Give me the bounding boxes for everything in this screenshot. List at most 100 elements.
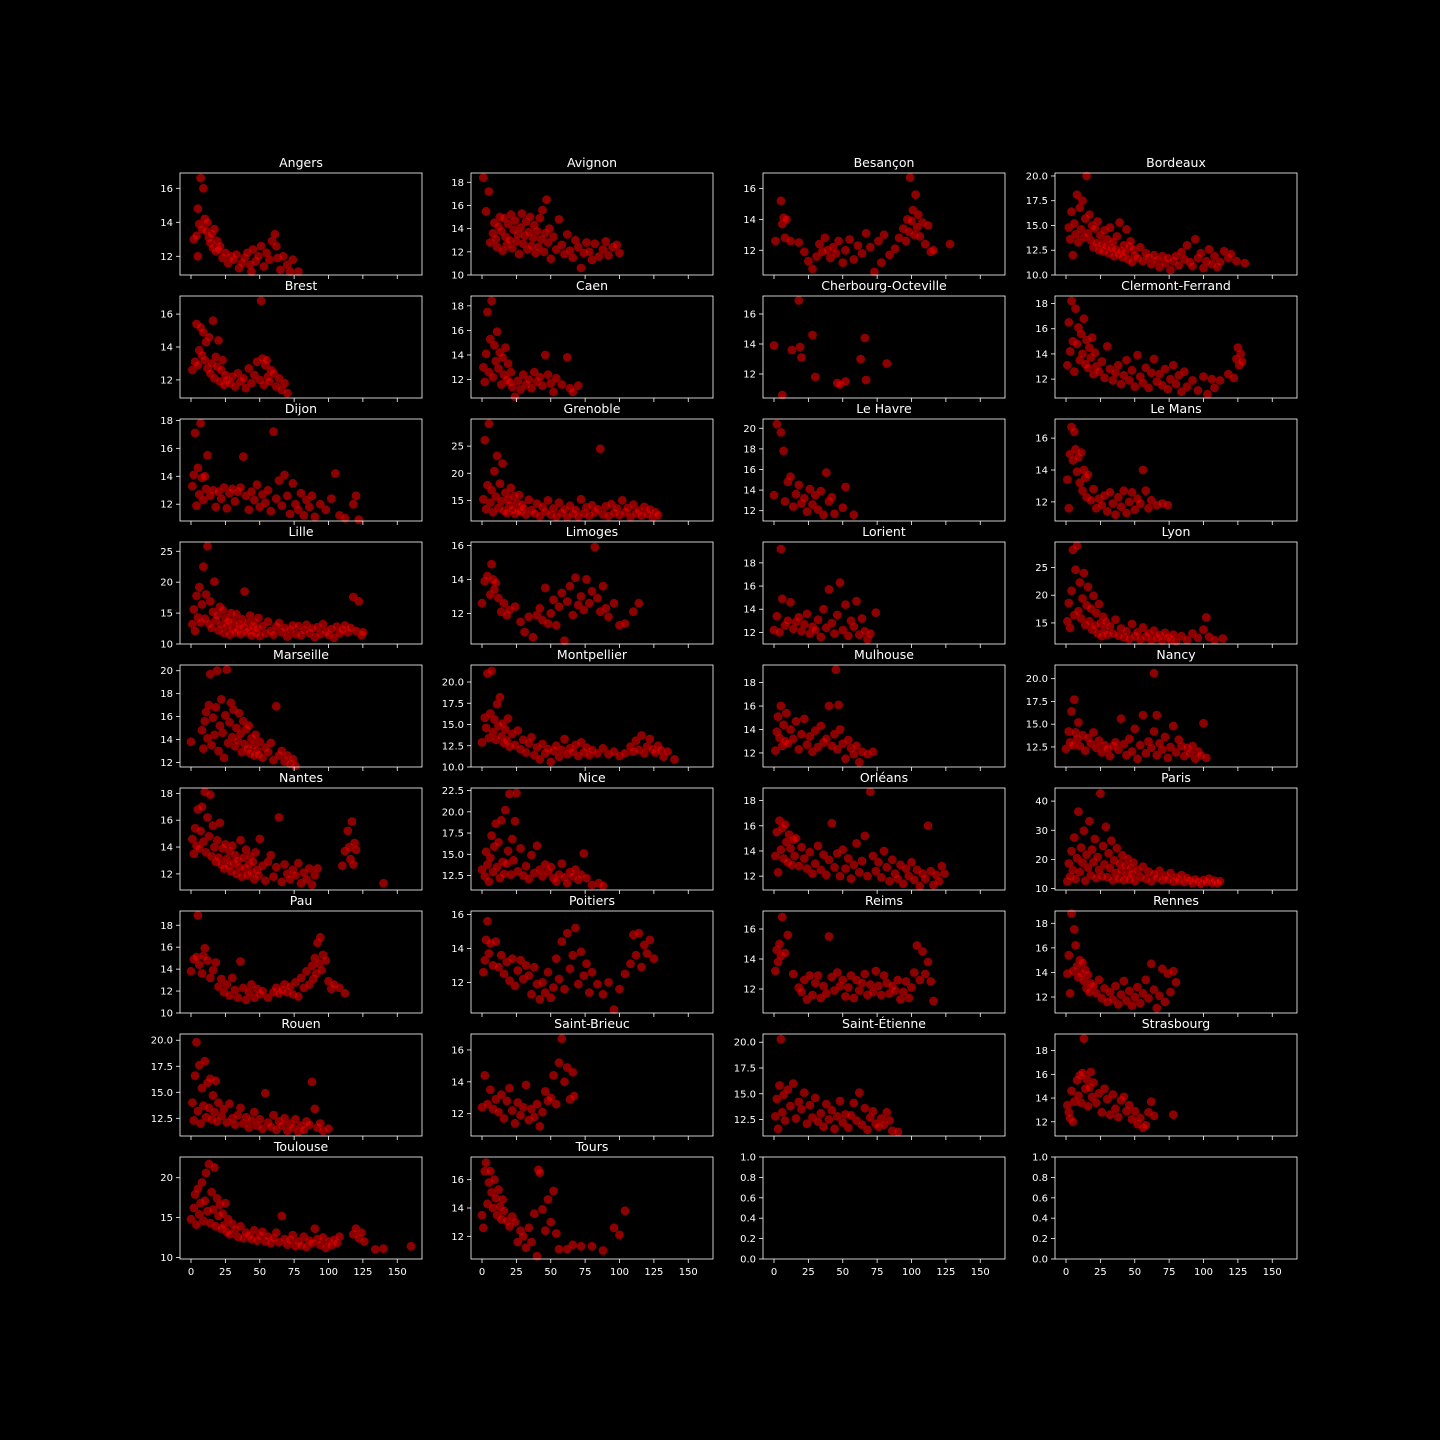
subplot-title: Nantes <box>279 770 323 785</box>
x-axis <box>1065 644 1273 648</box>
data-point <box>1152 1003 1162 1013</box>
data-point <box>527 1104 536 1114</box>
data-point <box>776 701 786 711</box>
data-point <box>584 598 594 608</box>
data-point <box>487 485 497 495</box>
data-point <box>1096 789 1105 798</box>
data-point <box>215 818 225 828</box>
data-point <box>225 717 234 727</box>
data-point <box>1083 863 1093 872</box>
data-point <box>816 721 826 731</box>
scatter-series <box>478 296 583 402</box>
data-point <box>348 499 358 509</box>
data-point <box>498 1195 508 1204</box>
x-axis <box>1065 1013 1273 1017</box>
x-tick-label: 0 <box>188 1267 194 1278</box>
data-point <box>1091 988 1101 998</box>
data-point <box>271 241 281 251</box>
data-point <box>788 969 798 979</box>
data-point <box>1193 633 1203 643</box>
data-point <box>813 971 823 980</box>
y-tick-label: 16 <box>451 201 464 212</box>
data-point <box>538 205 547 215</box>
data-point <box>1071 229 1080 239</box>
data-point <box>1168 360 1178 370</box>
data-point <box>538 739 547 749</box>
data-point <box>882 1107 892 1117</box>
data-point <box>1130 382 1140 392</box>
data-point <box>197 1083 207 1093</box>
data-point <box>810 625 820 635</box>
data-point <box>830 862 839 872</box>
data-point <box>194 844 204 853</box>
data-point <box>1215 375 1225 385</box>
data-point <box>849 860 859 870</box>
y-tick-label: 12 <box>743 246 756 257</box>
axes-frame <box>179 664 423 768</box>
y-tick-label: 25 <box>1035 563 1048 574</box>
data-point <box>288 478 298 488</box>
data-point <box>824 932 834 941</box>
data-point <box>810 978 820 988</box>
data-point <box>1069 367 1079 377</box>
data-point <box>620 619 630 628</box>
x-tick-label: 100 <box>610 1267 629 1278</box>
data-point <box>1063 475 1072 485</box>
data-point <box>227 973 237 983</box>
data-point <box>827 492 837 502</box>
data-point <box>808 990 817 1000</box>
data-point <box>1133 754 1142 764</box>
y-axis: 12 14 16 18 <box>451 301 471 386</box>
data-point <box>282 491 292 501</box>
data-point <box>252 480 262 490</box>
data-point <box>480 955 490 965</box>
axes-frame <box>1054 1033 1298 1137</box>
y-tick-label: 14 <box>743 605 756 616</box>
y-tick-label: 12 <box>160 869 173 880</box>
subplot-le-havre: Le Havre 12 14 16 18 20 <box>743 401 1006 525</box>
data-point <box>1104 848 1113 858</box>
data-point <box>1199 625 1208 634</box>
data-point <box>1065 988 1075 998</box>
data-point <box>604 612 613 622</box>
data-point <box>546 757 556 767</box>
data-point <box>236 835 245 845</box>
data-point <box>487 559 497 569</box>
data-point <box>1091 1098 1101 1108</box>
data-point <box>1135 740 1145 750</box>
x-axis: 0 25 50 75 100 125 150 <box>188 1259 407 1278</box>
data-point <box>347 817 357 826</box>
data-point <box>827 1105 837 1115</box>
data-point <box>288 1230 298 1240</box>
data-point <box>562 352 572 362</box>
data-point <box>241 845 251 855</box>
data-point <box>868 1106 878 1116</box>
data-point <box>1113 492 1123 502</box>
data-point <box>192 1037 201 1047</box>
data-point <box>485 1166 495 1176</box>
data-point <box>579 605 589 615</box>
x-tick-label: 100 <box>319 1267 338 1278</box>
data-point <box>805 1100 815 1110</box>
data-point <box>598 989 608 999</box>
data-point <box>209 577 219 586</box>
data-point <box>310 1104 320 1114</box>
data-point <box>663 747 672 757</box>
data-point <box>1182 382 1192 392</box>
y-axis: 12 14 16 <box>160 184 180 263</box>
data-point <box>901 236 911 246</box>
y-axis: 12 14 16 18 <box>1035 299 1055 386</box>
data-point <box>1182 635 1192 645</box>
data-point <box>617 495 627 505</box>
subplot-strasbourg: Strasbourg 12 14 16 18 <box>1035 1016 1298 1140</box>
data-point <box>882 862 892 872</box>
data-point <box>1166 987 1175 997</box>
data-point <box>524 874 534 884</box>
data-point <box>517 209 527 219</box>
data-point <box>208 1091 218 1100</box>
data-point <box>568 610 578 620</box>
data-point <box>208 1205 218 1214</box>
data-point <box>492 862 502 872</box>
data-point <box>321 505 331 515</box>
y-tick-label: 15 <box>1035 618 1048 629</box>
